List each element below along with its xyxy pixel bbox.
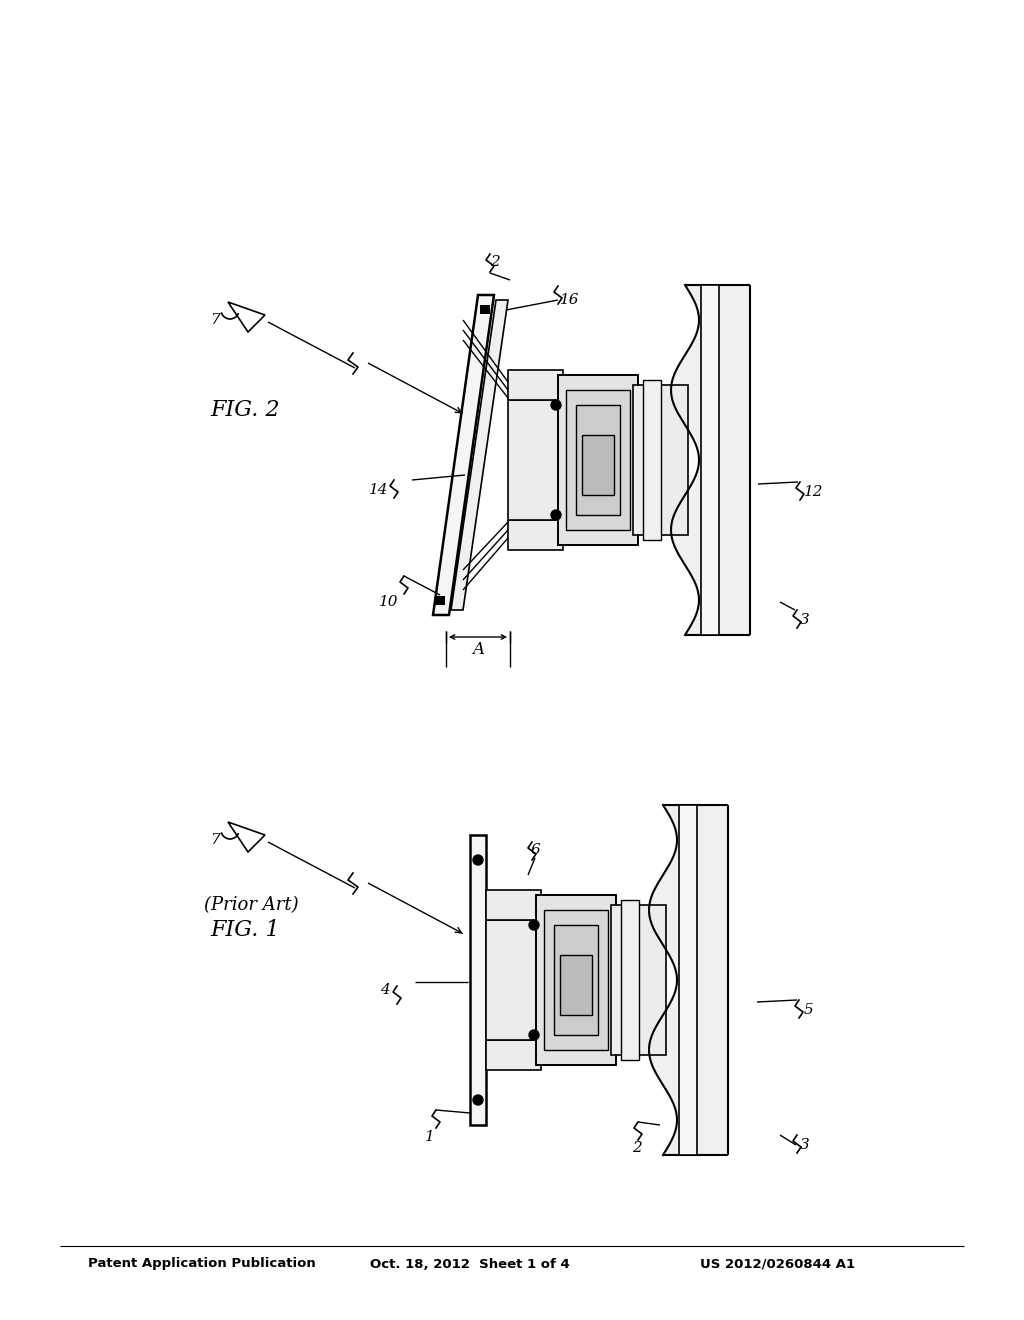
Bar <box>536 895 616 1065</box>
Polygon shape <box>433 294 494 615</box>
Text: 2: 2 <box>490 255 500 269</box>
Circle shape <box>473 1096 483 1105</box>
Text: 1: 1 <box>425 1130 435 1144</box>
Bar <box>621 900 639 1060</box>
Circle shape <box>529 920 539 931</box>
Text: 6: 6 <box>530 843 540 857</box>
Text: 12: 12 <box>804 484 823 499</box>
Bar <box>582 436 614 495</box>
Circle shape <box>551 510 561 520</box>
Bar <box>679 805 697 1155</box>
Bar <box>558 375 638 545</box>
Text: 2: 2 <box>632 1140 642 1155</box>
Bar <box>508 400 563 520</box>
Polygon shape <box>451 300 508 610</box>
Circle shape <box>551 400 561 411</box>
Bar <box>480 305 490 314</box>
Polygon shape <box>671 285 750 635</box>
Text: 10: 10 <box>379 595 398 609</box>
Text: 14: 14 <box>369 483 388 498</box>
Text: 3: 3 <box>800 612 810 627</box>
Text: 4: 4 <box>380 983 390 997</box>
Bar <box>486 920 541 1040</box>
Bar <box>508 520 563 550</box>
Circle shape <box>473 855 483 865</box>
Text: 5: 5 <box>804 1003 814 1016</box>
Text: 16: 16 <box>560 293 580 308</box>
Text: 3: 3 <box>800 1138 810 1152</box>
Text: (Prior Art): (Prior Art) <box>204 896 299 913</box>
Bar <box>560 954 592 1015</box>
Bar <box>486 1040 541 1071</box>
Bar <box>633 385 688 535</box>
Circle shape <box>529 1030 539 1040</box>
Bar <box>470 836 486 1125</box>
Text: Patent Application Publication: Patent Application Publication <box>88 1258 315 1270</box>
Bar <box>554 925 598 1035</box>
Text: A: A <box>472 640 484 657</box>
Text: Oct. 18, 2012  Sheet 1 of 4: Oct. 18, 2012 Sheet 1 of 4 <box>370 1258 569 1270</box>
Bar <box>486 890 541 920</box>
Text: FIG. 2: FIG. 2 <box>210 399 280 421</box>
Bar <box>544 909 608 1049</box>
Text: 7: 7 <box>210 313 220 327</box>
Bar <box>508 370 563 400</box>
Polygon shape <box>649 805 728 1155</box>
Bar <box>701 285 719 635</box>
Bar <box>575 405 620 515</box>
Bar <box>566 389 630 531</box>
Text: US 2012/0260844 A1: US 2012/0260844 A1 <box>700 1258 855 1270</box>
Text: FIG. 1: FIG. 1 <box>210 919 280 941</box>
Bar <box>611 906 666 1055</box>
Bar <box>643 380 662 540</box>
Bar <box>435 597 445 605</box>
Text: 7: 7 <box>210 833 220 847</box>
